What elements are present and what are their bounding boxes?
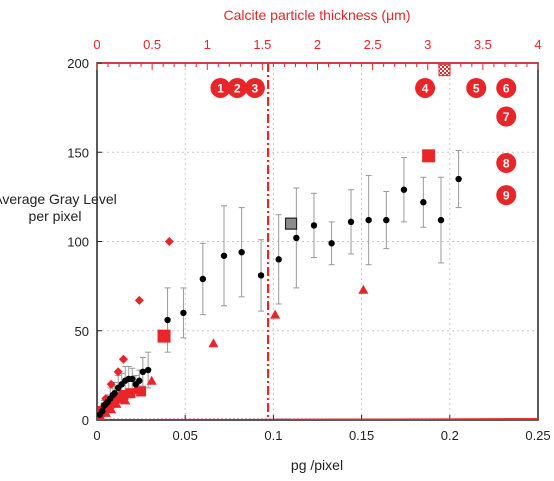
x-tick-label: 0.1 [264, 428, 282, 443]
measured-point [111, 390, 118, 397]
line-label-badge-7 [496, 106, 517, 127]
measured-point [220, 252, 228, 259]
line-label-badge-8 [496, 152, 517, 173]
line-label-badge-6 [496, 77, 517, 98]
top-tick-label: 1 [204, 37, 211, 52]
top-tick-label: 4 [534, 37, 541, 52]
line-label-badge-1 [210, 77, 231, 98]
measured-point [383, 216, 390, 224]
measured-point [199, 275, 207, 283]
measured-point [293, 234, 300, 242]
measured-point [257, 272, 265, 279]
triangle-point [270, 309, 281, 319]
measured-point [164, 316, 171, 324]
measured-point [99, 407, 106, 415]
measured-point [347, 218, 355, 226]
line-label-text-8: 8 [503, 156, 510, 170]
x-axis-title: pg /pixel [291, 457, 343, 473]
line-label-text-5: 5 [473, 81, 480, 95]
x-axis-ticks: 0 0.05 0.1 0.15 0.2 0.25 [93, 415, 551, 443]
triangle-point [208, 338, 219, 348]
y-axis-title-line2: per pixel [29, 208, 82, 224]
x-tick-label: 0.2 [441, 428, 459, 443]
y-tick-label: 150 [67, 145, 89, 160]
diamond-point [106, 379, 116, 389]
y-tick-label: 100 [67, 235, 89, 250]
measured-point [129, 375, 136, 383]
triangle-point [146, 375, 157, 385]
top-tick-label: 2.5 [364, 37, 382, 52]
diamond-point [134, 295, 144, 305]
top-tick-label: 0 [93, 37, 100, 52]
y-tick-label: 0 [82, 413, 89, 428]
y-axis-ticks: 0 50 100 150 200 [67, 56, 102, 428]
top-tick-label: 0.5 [143, 37, 161, 52]
square-point [125, 388, 136, 399]
gray-square-point [284, 217, 298, 230]
top-axis-ticks: 0 0.5 1 1.5 2 2.5 3 3.5 4 [93, 37, 542, 70]
measured-point [400, 186, 408, 193]
measured-point [139, 368, 147, 376]
diamond-point [164, 237, 174, 246]
y-axis-title-line1: Average Gray Level [0, 191, 117, 207]
y-tick-label: 200 [67, 56, 89, 71]
square-point [157, 329, 171, 343]
fit-lines [97, 418, 538, 420]
diamond-point [118, 354, 128, 364]
grid [97, 63, 538, 420]
measured-point [420, 199, 427, 206]
line-label-text-9: 9 [503, 189, 510, 203]
line-label-text-7: 7 [503, 110, 510, 124]
square-point [107, 397, 118, 408]
line-labels: 1 2 3 4 5 6 7 8 9 [210, 77, 517, 206]
line-label-badge-4 [415, 77, 436, 98]
line-label-text-3: 3 [252, 81, 259, 95]
square-point [118, 390, 129, 401]
line-label-badge-2 [227, 77, 248, 98]
top-tick-label: 3 [424, 37, 431, 52]
measured-point [136, 377, 143, 384]
measured-point [275, 256, 282, 263]
checker-square-point [438, 64, 451, 77]
x-tick-label: 0.15 [349, 428, 374, 443]
top-tick-label: 1.5 [253, 37, 271, 52]
x-tick-label: 0.05 [173, 428, 198, 443]
line-label-text-2: 2 [234, 81, 241, 95]
square-point [136, 386, 147, 397]
line-label-badge-3 [244, 77, 265, 98]
square-point [422, 149, 436, 163]
square-point [113, 393, 124, 404]
measured-point [238, 249, 245, 256]
diamond-point [113, 367, 123, 377]
line-label-text-1: 1 [217, 81, 224, 95]
measured-point [437, 216, 445, 224]
line-label-text-6: 6 [503, 81, 510, 95]
top-tick-label: 2 [314, 37, 321, 52]
top-axis-title: Calcite particle thickness (μm) [223, 7, 410, 23]
top-tick-label: 3.5 [474, 37, 492, 52]
measured-point [180, 309, 187, 317]
line-label-badge-5 [466, 77, 487, 98]
measured-point [328, 240, 335, 247]
measured-point [144, 366, 152, 374]
measured-point [455, 175, 462, 183]
line-label-text-4: 4 [422, 81, 429, 95]
measured-point [365, 216, 372, 224]
x-tick-label: 0 [93, 428, 100, 443]
line-label-badge-9 [496, 185, 517, 206]
data-points [97, 64, 462, 420]
measured-point [310, 222, 318, 229]
x-tick-label: 0.25 [525, 428, 550, 443]
y-tick-label: 50 [75, 324, 89, 339]
triangle-point [358, 284, 369, 294]
